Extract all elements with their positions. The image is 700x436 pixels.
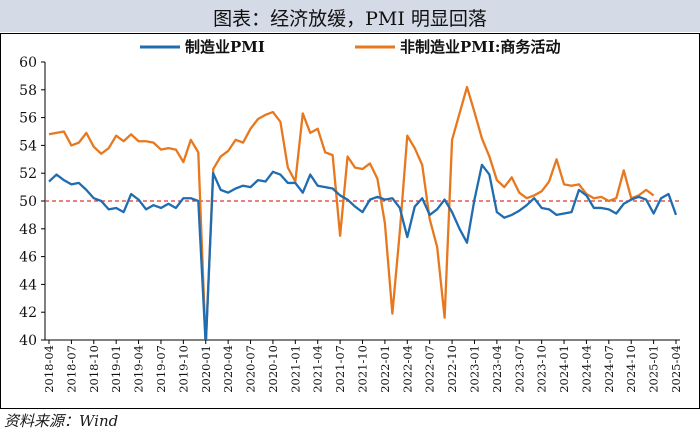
- x-tick-label-2019-04: 2019-04: [132, 345, 146, 393]
- y-tick-label-50: 50: [19, 194, 37, 210]
- x-tick-label-2023-01: 2023-01: [467, 345, 481, 393]
- x-tick-label-2019-01: 2019-01: [109, 345, 123, 393]
- y-tick-label-46: 46: [19, 250, 37, 266]
- x-tick-label-2021-01: 2021-01: [288, 345, 302, 393]
- y-tick-label-56: 56: [19, 111, 37, 127]
- x-tick-label-2022-07: 2022-07: [423, 345, 437, 393]
- y-tick-label-52: 52: [19, 166, 37, 182]
- x-tick-label-2018-04: 2018-04: [42, 345, 56, 393]
- x-tick-label-2023-10: 2023-10: [535, 345, 549, 393]
- x-tick-label-2023-04: 2023-04: [490, 345, 504, 393]
- x-tick-label-2020-10: 2020-10: [266, 345, 280, 393]
- x-tick-label-2022-10: 2022-10: [445, 345, 459, 393]
- x-tick-label-2019-10: 2019-10: [176, 345, 190, 393]
- page-title: 图表：经济放缓，PMI 明显回落: [213, 8, 487, 30]
- y-tick-label-44: 44: [19, 277, 37, 293]
- x-tick-label-2019-07: 2019-07: [154, 345, 168, 393]
- x-tick-label-2022-01: 2022-01: [378, 345, 392, 393]
- y-tick-label-40: 40: [19, 333, 37, 349]
- x-tick-label-2018-07: 2018-07: [64, 345, 78, 393]
- y-tick-label-58: 58: [19, 83, 37, 99]
- y-tick-label-42: 42: [19, 305, 37, 321]
- x-tick-label-2023-07: 2023-07: [512, 345, 526, 393]
- non-manufacturing-pmi-line: [48, 85, 655, 340]
- x-tick-label-2022-04: 2022-04: [400, 345, 414, 393]
- x-tick-label-2020-07: 2020-07: [244, 345, 258, 393]
- manufacturing-pmi-line: [48, 163, 678, 340]
- x-tick-label-2020-01: 2020-01: [199, 345, 213, 393]
- y-tick-label-60: 60: [19, 55, 37, 71]
- legend-manufacturing-label: 制造业PMI: [185, 38, 265, 56]
- title-bar: [0, 0, 700, 32]
- x-tick-label-2021-04: 2021-04: [311, 345, 325, 393]
- x-tick-label-2024-04: 2024-04: [579, 345, 593, 393]
- x-tick-label-2025-01: 2025-01: [647, 345, 661, 393]
- x-tick-label-2024-01: 2024-01: [557, 345, 571, 393]
- y-tick-label-54: 54: [19, 138, 37, 154]
- x-tick-label-2025-04: 2025-04: [669, 345, 683, 393]
- y-tick-label-48: 48: [19, 222, 37, 238]
- legend-non-manufacturing-label: 非制造业PMI:商务活动: [400, 38, 560, 56]
- x-tick-label-2021-10: 2021-10: [356, 345, 370, 393]
- x-tick-label-2024-10: 2024-10: [624, 345, 638, 393]
- x-tick-label-2024-07: 2024-07: [602, 345, 616, 393]
- x-tick-label-2021-07: 2021-07: [333, 345, 347, 393]
- x-tick-label-2020-04: 2020-04: [221, 345, 235, 393]
- x-tick-label-2018-10: 2018-10: [87, 345, 101, 393]
- source-note: 资料来源：Wind: [4, 412, 119, 430]
